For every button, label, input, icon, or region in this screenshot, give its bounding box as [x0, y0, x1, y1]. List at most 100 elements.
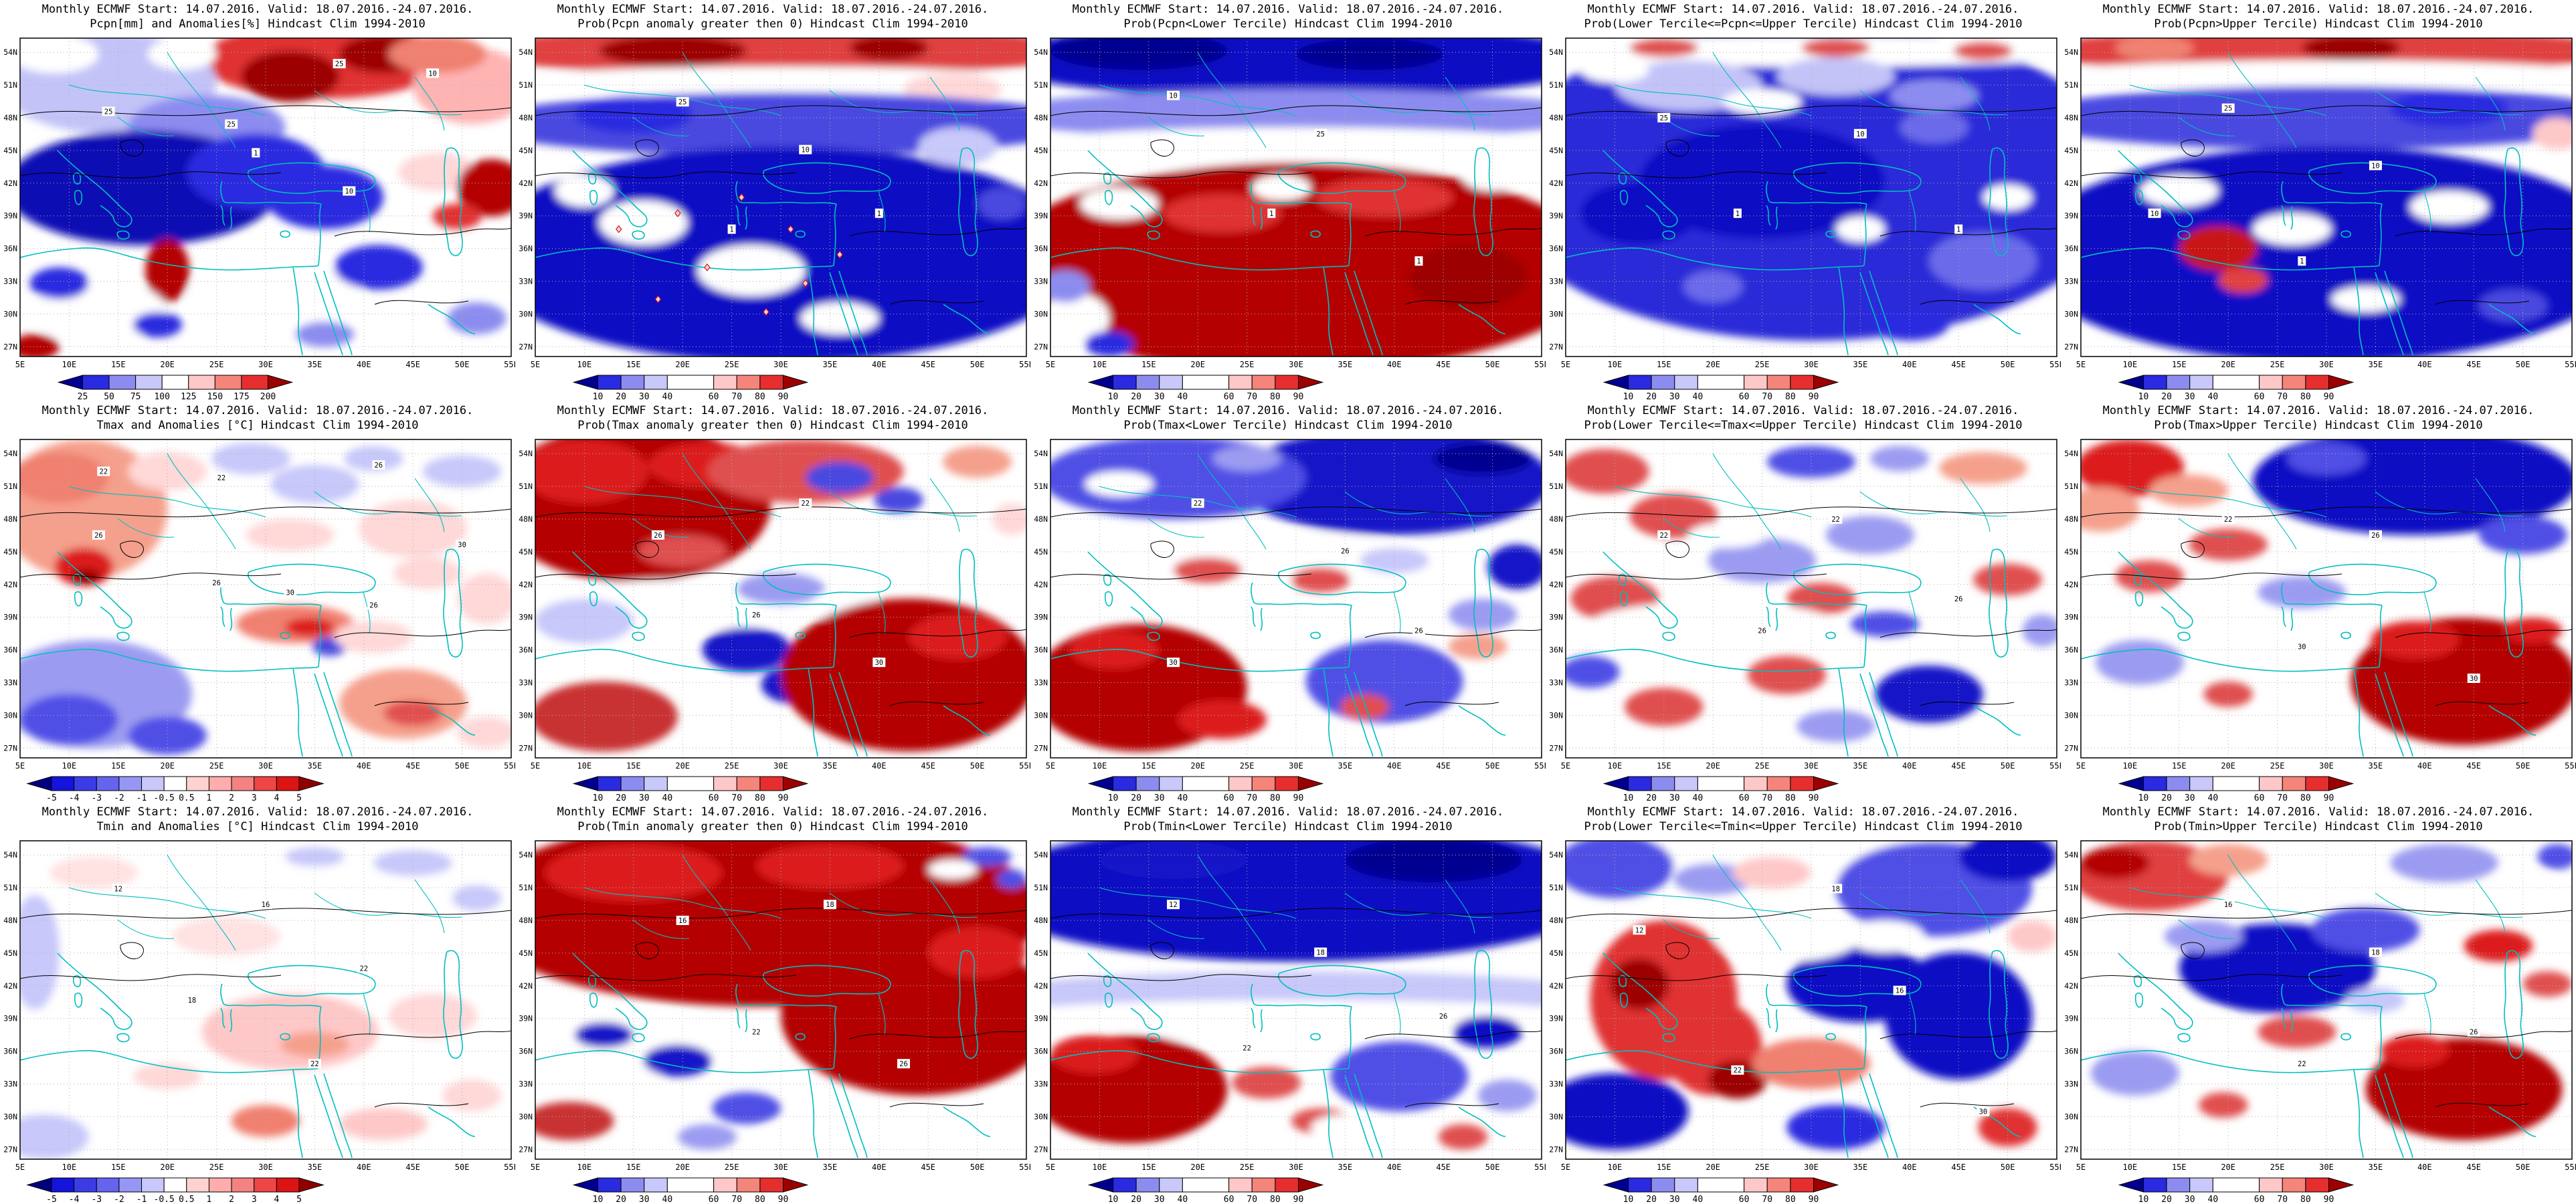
colorbar-segment	[74, 776, 97, 791]
colorbar-segment	[1135, 375, 1160, 390]
colorbar-tick-label: 90	[1809, 793, 1819, 803]
colorbar-segment	[254, 1177, 277, 1193]
anomaly-marker-icon	[836, 250, 843, 259]
colorbar-segment	[1744, 776, 1768, 791]
colorbar-tick-label: -3	[91, 1195, 102, 1204]
colorbar-tick-label: 60	[1224, 392, 1234, 401]
lon-tick-label: 30E	[1289, 360, 1303, 369]
lat-tick-label: 33N	[519, 1080, 533, 1089]
shading-layer	[20, 439, 511, 755]
contour-label: 1	[877, 210, 881, 218]
lat-tick-label: 45N	[1549, 146, 1563, 155]
colorbar-segment	[1628, 375, 1652, 390]
lon-tick-label: 55E	[1019, 1163, 1030, 1172]
lon-tick-label: 35E	[823, 360, 838, 369]
lat-tick-label: 30N	[2064, 309, 2078, 318]
lon-tick-label: 55E	[504, 360, 515, 369]
contour-label: 22	[310, 1060, 319, 1068]
lon-tick-label: 55E	[504, 761, 515, 771]
lon-tick-label: 50E	[2001, 360, 2015, 369]
lat-tick-label: 36N	[1549, 1047, 1563, 1056]
colorbar-tick-label: 20	[616, 793, 626, 803]
panel-title-line2: Prob(Tmax anomaly greater then 0) Hindca…	[577, 419, 968, 433]
colorbar-tick-label: 30	[639, 392, 650, 401]
colorbar-segment	[2282, 776, 2306, 791]
lon-tick-label: 25E	[209, 1163, 224, 1172]
lon-tick-label: 45E	[921, 761, 935, 771]
contour-label: 10	[2150, 210, 2159, 218]
lon-tick-label: 10E	[2123, 1163, 2138, 1172]
lon-tick-label: 10E	[577, 761, 592, 771]
colorbar-segment	[1674, 375, 1698, 390]
lat-tick-label: 42N	[1549, 179, 1563, 188]
contour-lines	[1566, 908, 2057, 1108]
colorbar-segment	[118, 776, 143, 791]
colorbar-tick-label: -0.5	[154, 793, 175, 803]
lon-tick-label: 15E	[1657, 360, 1671, 369]
anomaly-marker-icon	[763, 308, 769, 316]
contour-labels: 22 22 26 26	[1657, 514, 1965, 635]
colorbar-tick-label: 20	[2161, 392, 2172, 401]
map-frame	[1050, 840, 1542, 1160]
lon-tick-label: 25E	[209, 761, 224, 771]
colorbar-arrow-right	[783, 375, 809, 390]
contour-lines	[1566, 506, 2057, 706]
lon-tick-label: 35E	[1853, 761, 1868, 771]
lon-tick-label: 10E	[577, 1163, 592, 1172]
colorbar-segment	[759, 776, 784, 791]
lat-tick-label: 51N	[1549, 482, 1563, 491]
lon-tick-label: 50E	[970, 1163, 985, 1172]
lon-tick-label: 55E	[2049, 360, 2061, 369]
colorbar-tick-label: 30	[1154, 392, 1165, 401]
coastlines	[1566, 548, 2021, 757]
colorbar-amount: 25 50 75 100 125 150 175 200	[57, 375, 294, 401]
lat-tick-label: 51N	[1034, 482, 1048, 491]
colorbar-arrow-left	[26, 1177, 52, 1193]
contour-label: 18	[188, 997, 197, 1005]
colorbar-tick-label: -0.5	[154, 1195, 175, 1204]
lat-tick-label: 39N	[1034, 211, 1048, 221]
contour-label: 26	[654, 532, 662, 540]
colorbar-tick-label: 10	[1108, 392, 1119, 401]
lon-tick-label: 20E	[1706, 360, 1720, 369]
colorbar-tick-label: 20	[616, 392, 626, 401]
map-frame	[535, 840, 1027, 1160]
colorbar-segment	[231, 776, 255, 791]
lon-tick-label: 5E	[1046, 1163, 1055, 1172]
lat-tick-label: 48N	[1034, 113, 1048, 122]
colorbar-segment	[1766, 1177, 1791, 1193]
contour-label: 22	[1243, 1044, 1251, 1052]
panel-pcpn-and-anomalies: Monthly ECMWF Start: 14.07.2016. Valid: …	[0, 0, 515, 401]
lon-tick-label: 40E	[1902, 360, 1917, 369]
colorbar-segment	[2166, 776, 2191, 791]
colorbar-segment	[736, 1177, 761, 1193]
panel-prob-tmin-anomaly-gt0: Monthly ECMWF Start: 14.07.2016. Valid: …	[515, 803, 1030, 1204]
contour-label: 26	[899, 1060, 908, 1068]
lon-tick-label: 5E	[2076, 1163, 2086, 1172]
lat-tick-label: 45N	[3, 948, 17, 958]
colorbar-segment	[1228, 776, 1253, 791]
colorbar-segment	[82, 375, 110, 390]
colorbar-tick-label: 0.5	[179, 1195, 194, 1204]
colorbar-tick-label: 10	[593, 1195, 604, 1204]
panel-title-line1: Monthly ECMWF Start: 14.07.2016. Valid: …	[41, 3, 474, 16]
colorbar-prob: 10 20 30 40 60 70 80 90	[2118, 375, 2355, 401]
contour-lines	[2081, 908, 2572, 1108]
colorbar-segment	[1790, 1177, 1814, 1193]
colorbar-tick-label: 90	[1809, 392, 1819, 401]
lon-tick-label: 25E	[1240, 761, 1255, 771]
lat-tick-label: 48N	[3, 514, 17, 524]
colorbar-tick-label: 30	[2185, 793, 2195, 803]
lon-tick-label: 35E	[823, 761, 838, 771]
lat-tick-label: 42N	[519, 179, 533, 188]
colorbar-tick-label: 10	[593, 793, 604, 803]
lat-tick-label: 42N	[3, 981, 17, 991]
lat-tick-label: 48N	[1034, 514, 1048, 524]
lat-tick-label: 51N	[2064, 80, 2078, 90]
panel-title-line1: Monthly ECMWF Start: 14.07.2016. Valid: …	[1587, 404, 2019, 417]
lon-tick-label: 15E	[1657, 1163, 1671, 1172]
contour-label: 22	[359, 965, 368, 973]
colorbar-segment	[1790, 375, 1814, 390]
contour-labels: 12 16 18 22 22	[112, 884, 371, 1069]
